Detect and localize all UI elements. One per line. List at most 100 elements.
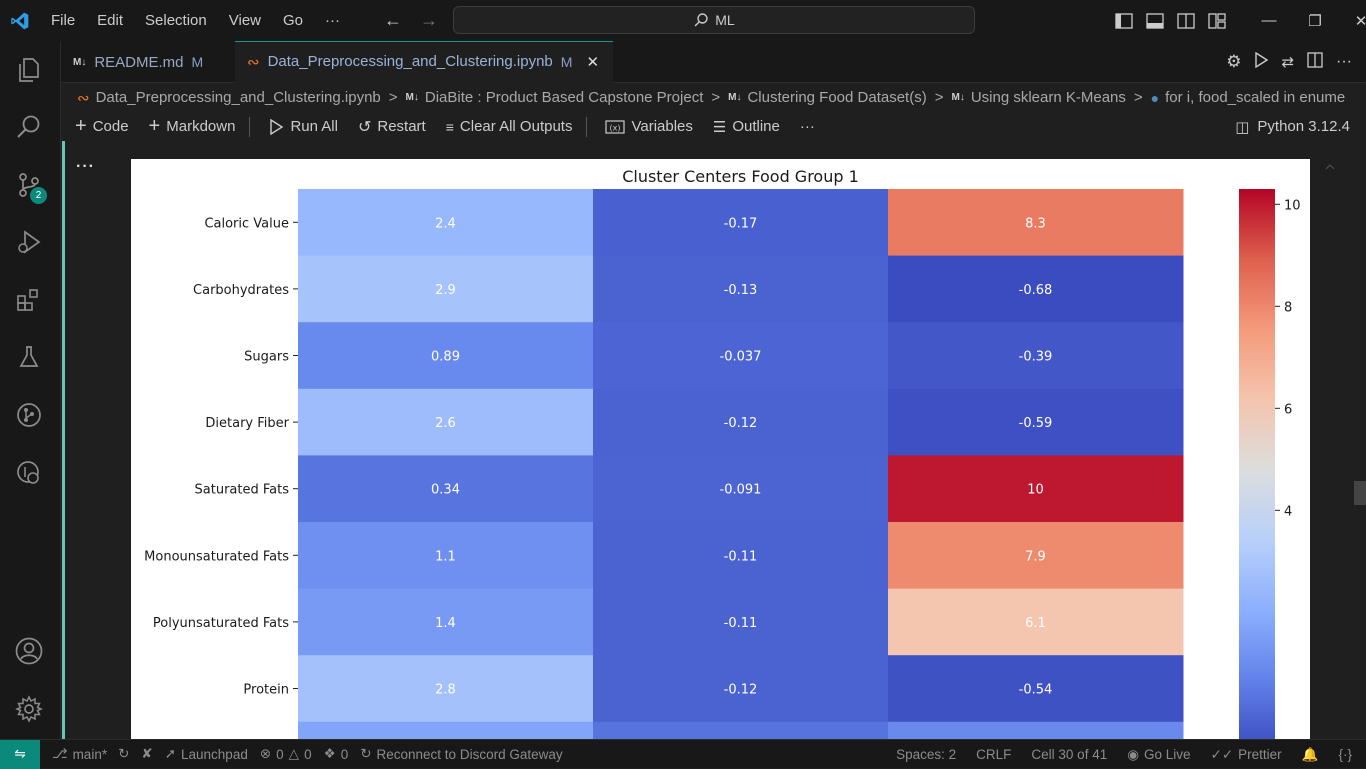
minimize-icon[interactable]: —: [1261, 11, 1277, 29]
testing-flask-icon[interactable]: [0, 333, 58, 381]
python-icon: ●: [1150, 89, 1160, 106]
menu-edit[interactable]: Edit: [97, 12, 124, 29]
run-icon[interactable]: [1254, 51, 1269, 73]
cell-position-status[interactable]: Cell 30 of 41: [1031, 747, 1108, 762]
toggle-secondary-sidebar-icon[interactable]: [1170, 12, 1201, 29]
breadcrumb-item[interactable]: DiaBite : Product Based Capstone Project: [424, 89, 704, 106]
run-all-button[interactable]: Run All: [262, 113, 344, 141]
compare-changes-icon[interactable]: ⇄: [1281, 54, 1295, 71]
git-graph-icon[interactable]: [0, 391, 58, 439]
search-view-icon[interactable]: [0, 103, 58, 151]
heatmap-cell: [298, 522, 594, 590]
cell-output-more-button[interactable]: ···: [76, 158, 95, 175]
heatmap-chart: Cluster Centers Food Group 1 2.4 -0.17 8.3 2…: [144, 167, 1301, 739]
command-center-search[interactable]: ML: [453, 6, 975, 34]
source-control-icon[interactable]: [0, 161, 58, 209]
button-label: Code: [92, 118, 129, 135]
restart-button[interactable]: ↺ Restart: [352, 113, 432, 141]
cell-value-label: -0.091: [720, 483, 762, 498]
toggle-panel-icon[interactable]: [1139, 12, 1170, 29]
problems-status[interactable]: ⊗ 0 △ 0: [260, 746, 312, 762]
prettier-status[interactable]: ✓✓ Prettier: [1211, 747, 1282, 763]
account-icon[interactable]: [0, 627, 58, 675]
clear-all-outputs-button[interactable]: ≡ Clear All Outputs: [440, 113, 579, 141]
go-live-icon: ◉: [1127, 746, 1139, 762]
heatmap-cell: [888, 655, 1184, 723]
heatmap-cell: [888, 522, 1184, 590]
indentation-status[interactable]: Spaces: 2: [896, 747, 957, 762]
explorer-icon[interactable]: [0, 46, 58, 94]
breadcrumb-item[interactable]: Clustering Food Dataset(s): [747, 89, 927, 106]
run-debug-icon[interactable]: [0, 218, 58, 266]
menu-selection[interactable]: Selection: [145, 12, 207, 29]
menu-file[interactable]: File: [51, 12, 76, 29]
ports-status[interactable]: ❖ 0: [324, 746, 349, 762]
more-actions-icon[interactable]: ···: [1336, 53, 1352, 70]
row-label: Dietary Fiber: [205, 416, 289, 431]
graph-status[interactable]: ✘: [141, 746, 152, 762]
tab-label: README.md: [94, 53, 184, 71]
error-icon: ⊗: [259, 746, 272, 761]
heatmap-cell: [888, 588, 1184, 656]
notebook-settings-icon[interactable]: ⚙: [1226, 52, 1242, 71]
outline-button[interactable]: ☰ Outline: [707, 113, 786, 141]
cell-value-label: -0.54: [1019, 683, 1053, 698]
clear-all-icon: ≡: [445, 118, 454, 135]
heatmap-cell: [298, 588, 594, 656]
breadcrumb-item[interactable]: Data_Preprocessing_and_Clustering.ipynb: [95, 89, 381, 106]
restore-icon[interactable]: ❐: [1308, 12, 1322, 30]
toolbar-divider: [249, 116, 251, 137]
eol-status[interactable]: CRLF: [976, 747, 1012, 762]
git-branch-icon: ⎇: [52, 746, 68, 761]
sync-icon[interactable]: ↻: [118, 746, 130, 761]
plus-icon: +: [148, 115, 161, 137]
launchpad-status[interactable]: ➚ Launchpad: [165, 746, 248, 762]
tab-readme[interactable]: M↓ README.md M: [61, 41, 235, 83]
extensions-icon[interactable]: [0, 276, 58, 324]
cell-focus-indicator[interactable]: [62, 141, 65, 739]
close-tab-icon[interactable]: ✕: [586, 53, 600, 71]
tab-notebook[interactable]: ∾ Data_Preprocessing_and_Clustering.ipyn…: [235, 41, 613, 83]
chevron-right-icon: >: [388, 89, 398, 106]
broadcast-icon: ❖: [323, 746, 336, 761]
cell-value-label: -0.037: [720, 350, 762, 365]
close-window-icon[interactable]: ✕: [1354, 12, 1366, 30]
git-lens-icon[interactable]: [0, 449, 58, 497]
discord-status[interactable]: ↻ Reconnect to Discord Gateway: [360, 746, 562, 762]
toolbar-more-button[interactable]: ···: [799, 118, 815, 135]
menu-more[interactable]: ···: [325, 12, 341, 29]
warning-count: 0: [304, 746, 312, 762]
heatmap-cell: [593, 322, 889, 390]
menu-go[interactable]: Go: [283, 12, 304, 29]
warning-icon: △: [288, 746, 300, 761]
output-scrollbar[interactable]: [1324, 159, 1336, 739]
menu-view[interactable]: View: [228, 12, 261, 29]
breadcrumb-item[interactable]: for i, food_scaled in enume: [1165, 89, 1346, 106]
cell-value-label: 1.1: [435, 549, 456, 564]
heatmap-cell: [593, 255, 889, 323]
markdown-icon: M↓: [73, 56, 87, 68]
add-code-cell-button[interactable]: + Code: [69, 113, 135, 141]
add-markdown-cell-button[interactable]: + Markdown: [143, 113, 242, 141]
button-label: Clear All Outputs: [459, 118, 573, 135]
go-live-status[interactable]: ◉ Go Live: [1127, 747, 1190, 763]
back-arrow-icon[interactable]: ←: [384, 10, 402, 30]
toggle-primary-sidebar-icon[interactable]: [1108, 12, 1139, 29]
settings-gear-icon[interactable]: [0, 685, 58, 733]
notifications-bell-icon[interactable]: 🔔: [1301, 746, 1319, 762]
cell-value-label: 2.6: [435, 416, 456, 431]
editor-scrollbar-thumb[interactable]: [1354, 481, 1366, 505]
forward-arrow-icon[interactable]: →: [420, 10, 438, 30]
row-label: Saturated Fats: [195, 483, 290, 498]
cell-value-label: -0.17: [724, 216, 758, 231]
breadcrumb-item[interactable]: Using sklearn K-Means: [970, 89, 1126, 106]
variables-button[interactable]: (x) Variables: [599, 113, 698, 141]
branch-status[interactable]: ⎇ main* ↻: [52, 746, 129, 762]
customize-layout-icon[interactable]: [1201, 12, 1232, 29]
kernel-icon: ◫: [1235, 118, 1250, 136]
kernel-picker[interactable]: ◫ Python 3.12.4: [1235, 112, 1350, 141]
heatmap-cell-partial: [298, 721, 594, 739]
remote-indicator-icon[interactable]: ⇋: [0, 739, 40, 769]
copilot-braces-icon[interactable]: {·}: [1338, 747, 1352, 762]
split-editor-icon[interactable]: [1307, 51, 1323, 73]
